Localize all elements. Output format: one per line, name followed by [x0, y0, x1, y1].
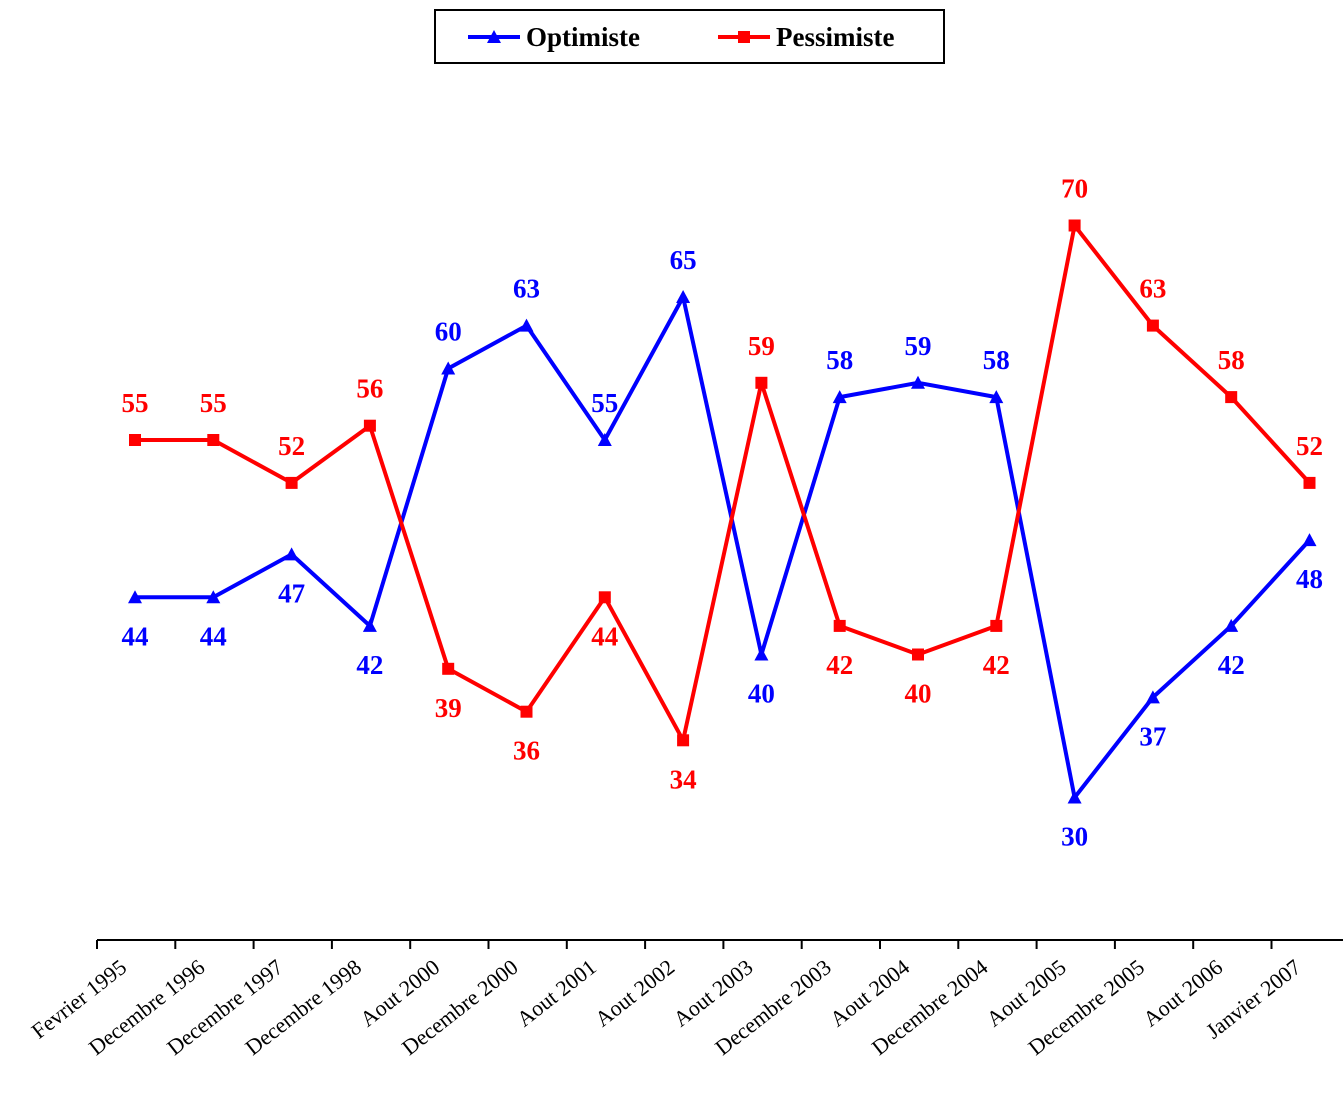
data-point [206, 590, 221, 604]
data-label: 63 [1139, 274, 1166, 304]
data-label: 55 [200, 388, 227, 418]
data-label: 44 [200, 621, 227, 651]
data-label: 55 [122, 388, 149, 418]
data-label: 42 [983, 650, 1010, 680]
data-point [1303, 476, 1316, 489]
data-label: 40 [905, 679, 932, 709]
data-label: 39 [435, 693, 462, 723]
data-point [363, 419, 376, 432]
data-point [128, 590, 142, 604]
data-point [1302, 533, 1317, 547]
data-point [207, 434, 220, 446]
data-label: 58 [983, 345, 1010, 375]
data-point [441, 361, 456, 375]
data-label: 44 [591, 621, 618, 651]
legend: Optimiste Pessimiste [434, 9, 945, 64]
data-point [1145, 690, 1160, 704]
data-label: 30 [1061, 822, 1088, 852]
data-label: 37 [1139, 721, 1166, 751]
data-label: 42 [826, 650, 853, 680]
data-label: 63 [513, 274, 540, 304]
legend-label: Pessimiste [776, 22, 894, 52]
data-label: 59 [748, 331, 775, 361]
data-label: 48 [1296, 564, 1323, 594]
data-point [832, 390, 847, 404]
legend-label: Optimiste [526, 22, 640, 52]
data-point [284, 547, 299, 561]
data-label: 60 [435, 317, 462, 347]
data-point [442, 662, 455, 675]
data-point [487, 30, 501, 43]
data-point [597, 433, 612, 446]
data-label: 65 [670, 245, 697, 275]
data-point [677, 734, 690, 747]
data-label: 70 [1061, 174, 1088, 204]
data-point [676, 290, 691, 303]
data-point [1225, 391, 1238, 404]
data-point [519, 318, 534, 332]
data-label: 52 [278, 431, 305, 461]
data-label: 58 [1218, 345, 1245, 375]
data-point [912, 648, 924, 661]
data-label: 42 [356, 650, 383, 680]
data-point [285, 476, 298, 489]
data-point [129, 434, 141, 446]
data-label: 42 [1218, 650, 1245, 680]
data-point [755, 376, 768, 389]
data-label: 58 [826, 345, 853, 375]
data-label: 34 [670, 764, 697, 794]
data-point [1068, 219, 1081, 232]
data-point [598, 591, 611, 604]
data-label: 36 [513, 736, 540, 766]
data-point [990, 619, 1003, 632]
data-label: 59 [905, 331, 932, 361]
series-line-optimiste [135, 295, 1311, 800]
data-point [1067, 790, 1082, 804]
data-point [911, 375, 925, 389]
data-point [989, 390, 1004, 404]
data-label: 56 [356, 374, 383, 404]
data-label: 40 [748, 679, 775, 709]
data-point [520, 705, 533, 718]
data-point [754, 647, 769, 661]
data-label: 55 [591, 388, 618, 418]
x-tick-label: Aout 2001 [512, 954, 601, 1031]
data-point [738, 31, 750, 43]
data-point [362, 618, 377, 632]
data-point [1146, 319, 1159, 332]
series-line-pessimiste [135, 223, 1311, 743]
data-label: 47 [278, 578, 305, 608]
data-label: 44 [122, 621, 149, 651]
data-point [1224, 618, 1239, 632]
data-label: 52 [1296, 431, 1323, 461]
data-point [833, 619, 846, 632]
x-tick-label: Aout 2002 [590, 954, 679, 1031]
